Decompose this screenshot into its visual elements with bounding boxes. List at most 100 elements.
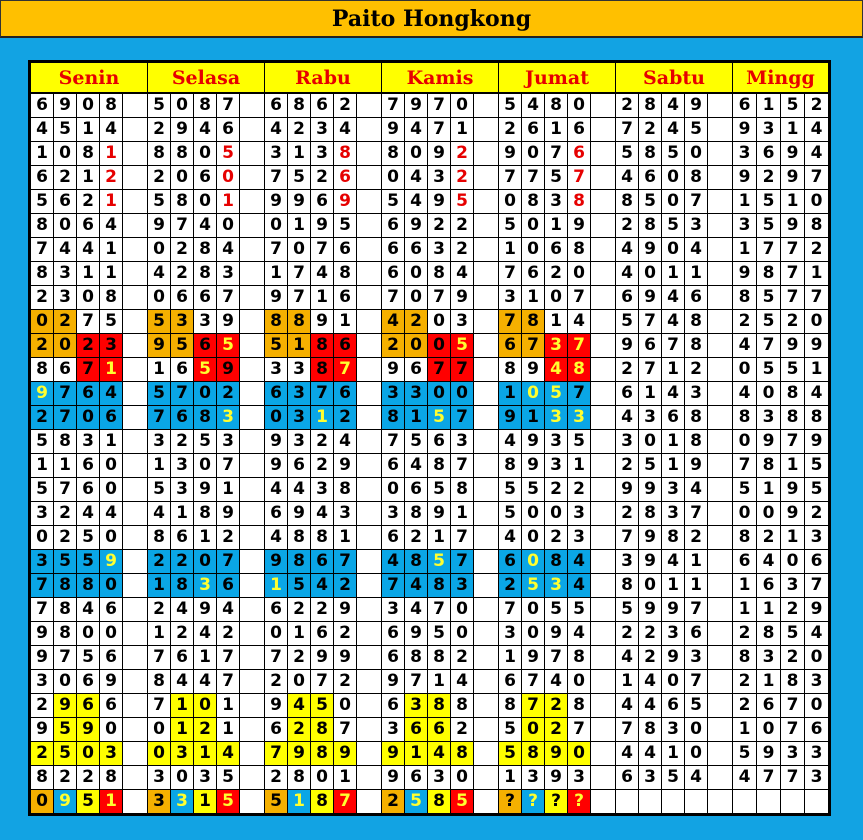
digit-cell: 4: [567, 621, 591, 646]
digit-cell: 0: [170, 92, 194, 118]
spacer-cell: [473, 573, 499, 598]
digit-cell: 7: [53, 477, 77, 502]
spacer-cell: [239, 429, 265, 454]
digit-cell: 2: [498, 117, 522, 142]
digit-cell: 2: [450, 645, 474, 670]
digit-cell: 8: [780, 381, 805, 406]
digit-cell: 7: [450, 453, 474, 478]
digit-cell: 3: [756, 645, 781, 670]
digit-cell: 8: [333, 261, 357, 286]
digit-cell: 0: [193, 141, 217, 166]
digit-cell: 4: [756, 549, 781, 574]
digit-cell: 9: [661, 597, 685, 622]
spacer-cell: [239, 669, 265, 694]
digit-cell: 3: [310, 141, 334, 166]
digit-cell: 5: [615, 141, 639, 166]
spacer-cell: [473, 165, 499, 190]
digit-cell: 3: [450, 309, 474, 334]
digit-cell: 5: [404, 789, 428, 814]
digit-cell: 6: [381, 621, 405, 646]
digit-cell: 4: [661, 117, 685, 142]
digit-cell: 6: [498, 669, 522, 694]
digit-cell: 8: [404, 645, 428, 670]
digit-cell: 6: [193, 333, 217, 358]
digit-cell: 0: [193, 549, 217, 574]
spacer-cell: [239, 333, 265, 358]
spacer-cell: [590, 669, 616, 694]
digit-cell: 3: [193, 765, 217, 790]
digit-cell: 1: [287, 789, 311, 814]
digit-cell: 9: [216, 357, 240, 382]
digit-cell: 5: [684, 117, 708, 142]
spacer-cell: [356, 645, 382, 670]
digit-cell: 2: [450, 717, 474, 742]
digit-cell: 6: [381, 645, 405, 670]
digit-cell: 8: [53, 429, 77, 454]
digit-cell: 9: [53, 92, 77, 118]
digit-cell: 6: [170, 357, 194, 382]
digit-cell: 5: [427, 549, 451, 574]
spacer-cell: [707, 309, 733, 334]
spacer-cell: [239, 717, 265, 742]
digit-cell: 0: [567, 741, 591, 766]
digit-cell: 3: [333, 501, 357, 526]
digit-cell: 5: [264, 789, 288, 814]
digit-cell: 8: [53, 573, 77, 598]
digit-cell: 5: [76, 549, 100, 574]
digit-cell: 7: [264, 645, 288, 670]
spacer-cell: [356, 141, 382, 166]
digit-cell: 1: [498, 645, 522, 670]
spacer-cell: [707, 141, 733, 166]
digit-cell: 2: [638, 621, 662, 646]
digit-cell: 5: [661, 213, 685, 238]
digit-cell: 1: [804, 261, 829, 286]
digit-cell: 2: [53, 765, 77, 790]
spacer-cell: [590, 573, 616, 598]
digit-cell: 4: [216, 597, 240, 622]
digit-cell: 9: [638, 597, 662, 622]
digit-cell: 7: [804, 165, 829, 190]
digit-cell: 8: [333, 477, 357, 502]
digit-cell: 1: [99, 261, 123, 286]
digit-cell: 0: [427, 309, 451, 334]
digit-cell: 3: [544, 405, 568, 430]
spacer-cell: [356, 573, 382, 598]
digit-cell: 2: [333, 405, 357, 430]
spacer-cell: [590, 189, 616, 214]
digit-cell: 2: [732, 309, 757, 334]
digit-cell: 1: [756, 597, 781, 622]
digit-cell: 4: [684, 765, 708, 790]
digit-cell: 7: [427, 92, 451, 118]
digit-cell: 1: [147, 453, 171, 478]
digit-cell: 5: [567, 597, 591, 622]
digit-cell: 6: [404, 357, 428, 382]
spacer-cell: [473, 92, 499, 118]
digit-cell: 0: [427, 381, 451, 406]
digit-cell: 9: [804, 597, 829, 622]
digit-cell: 4: [76, 237, 100, 262]
spacer-cell: [122, 549, 148, 574]
spacer-cell: [239, 117, 265, 142]
digit-cell: 2: [544, 477, 568, 502]
digit-cell: 7: [450, 525, 474, 550]
digit-cell: 1: [521, 405, 545, 430]
digit-cell: 6: [638, 165, 662, 190]
digit-cell: 4: [404, 453, 428, 478]
spacer-cell: [590, 525, 616, 550]
digit-cell: 5: [638, 189, 662, 214]
digit-cell: 7: [780, 765, 805, 790]
digit-cell: 8: [638, 92, 662, 118]
digit-cell: 2: [216, 381, 240, 406]
digit-cell: 4: [264, 525, 288, 550]
digit-cell: 8: [661, 525, 685, 550]
digit-cell: 9: [381, 669, 405, 694]
spacer-cell: [473, 525, 499, 550]
digit-cell: 0: [684, 717, 708, 742]
digit-cell: 0: [521, 597, 545, 622]
digit-cell: 6: [53, 189, 77, 214]
digit-cell: 5: [216, 789, 240, 814]
spacer-cell: [239, 693, 265, 718]
spacer-cell: [590, 501, 616, 526]
